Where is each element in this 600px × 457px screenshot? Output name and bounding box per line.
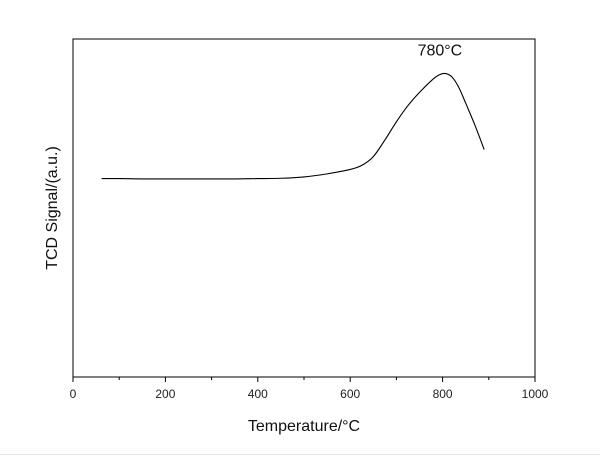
peak-annotation: 780°C: [418, 42, 463, 59]
x-axis-ticks: [72, 377, 536, 382]
x-tick-label: 800: [433, 387, 453, 401]
x-tick-label: 0: [70, 387, 77, 401]
x-axis-tick-labels: 0 200 400 600 800 1000: [70, 387, 549, 401]
x-tick-label: 200: [155, 387, 175, 401]
x-tick-label: 600: [340, 387, 360, 401]
x-axis-title: Temperature/°C: [248, 418, 360, 435]
plot-frame: [72, 38, 536, 378]
x-tick-label: 400: [248, 387, 268, 401]
bottom-divider: [0, 454, 600, 455]
x-tick-label: 1000: [522, 387, 549, 401]
series-line: [101, 72, 485, 180]
y-axis-title: TCD Signal/(a.u.): [44, 146, 61, 270]
